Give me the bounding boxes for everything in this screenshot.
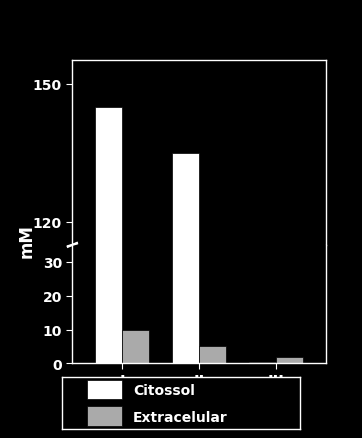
Bar	[122, 330, 149, 364]
Bar	[199, 346, 226, 364]
Bar	[96, 107, 122, 438]
Bar	[96, 0, 122, 364]
Bar	[172, 0, 199, 364]
Text: mM: mM	[18, 224, 36, 258]
Bar	[249, 362, 276, 364]
Text: /: /	[116, 217, 119, 227]
Legend: Citossol, Extracelular: Citossol, Extracelular	[80, 373, 235, 433]
X-axis label: Íons: Íons	[180, 395, 219, 413]
Bar	[276, 357, 303, 364]
Bar	[172, 153, 199, 438]
